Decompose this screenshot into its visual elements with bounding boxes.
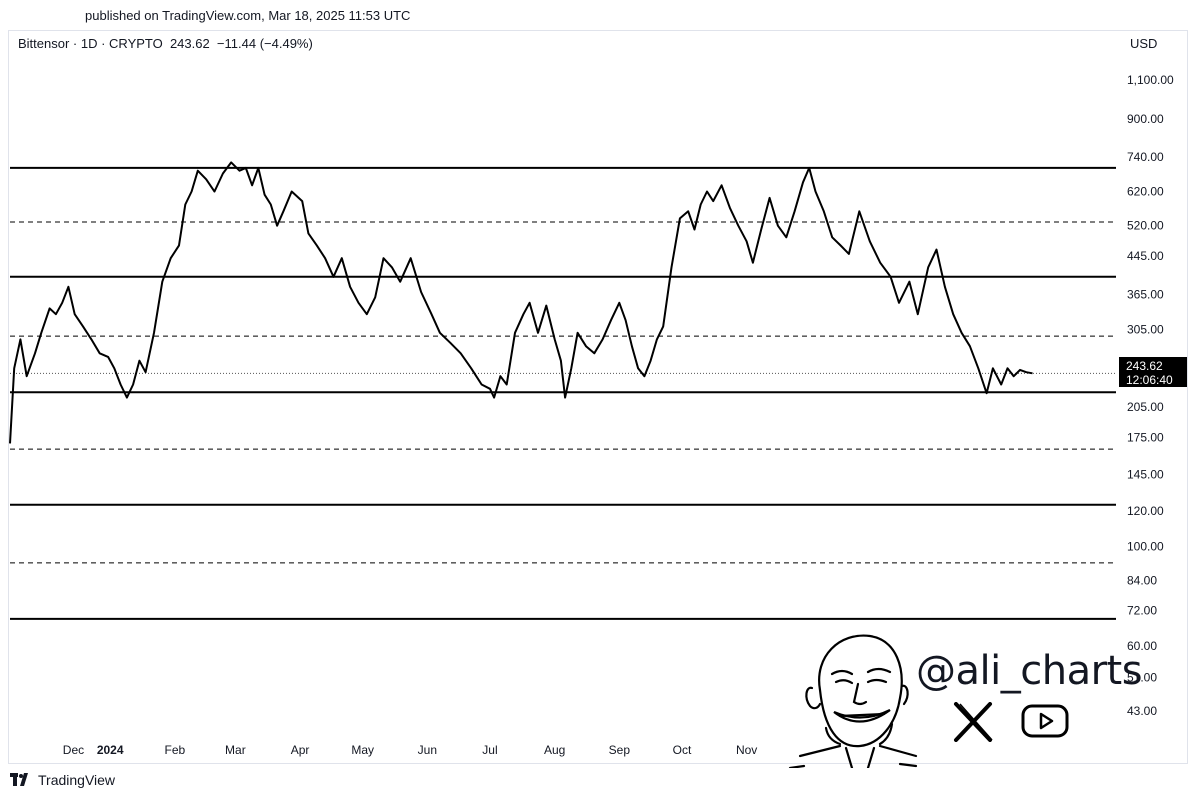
footer-brand[interactable]: TradingView [38,772,116,788]
y-tick-label: 60.00 [1127,639,1157,653]
currency-label[interactable]: USD [1130,36,1158,51]
meme-face-drawing [788,634,918,768]
y-tick-label: 365.00 [1127,288,1164,302]
y-tick-label: 205.00 [1127,400,1164,414]
price-tag-box [1119,357,1187,387]
y-tick-label: 1,100.00 [1127,73,1174,87]
footer: TradingView [10,772,115,788]
y-tick-label: 620.00 [1127,184,1164,198]
y-tick-label: 740.00 [1127,150,1164,164]
price-axis: 1,100.00 900.00 740.00 620.00 520.00 445.00 36… [1127,73,1174,718]
y-tick-label: 84.00 [1127,574,1157,588]
x-tick-label: Apr [291,743,310,757]
x-tick-label: Sep [609,743,631,757]
price-tag-countdown: 12:06:40 [1126,373,1173,387]
y-tick-label: 145.00 [1127,467,1164,481]
x-tick-label: 2024 [97,743,124,757]
price-tag-value: 243.62 [1126,359,1163,373]
x-tick-label: Aug [544,743,565,757]
price-series-line [9,161,1033,444]
x-logo-icon [954,702,993,742]
x-tick-label: Nov [736,743,757,757]
x-tick-label: Jun [418,743,437,757]
last-price-tag: 243.62 12:06:40 [1119,357,1187,387]
published-note: published on TradingView.com, Mar 18, 20… [85,8,411,23]
y-tick-label: 51.00 [1127,671,1157,685]
y-tick-label: 72.00 [1127,604,1157,618]
time-axis: Dec 2024 Feb Mar Apr May Jun Jul Aug Sep Oct Nov [63,743,758,757]
x-tick-label: Dec [63,743,84,757]
y-tick-label: 120.00 [1127,504,1164,518]
y-tick-label: 305.00 [1127,323,1164,337]
symbol-info: Bittensor · 1D · CRYPTO 243.62 −11.44 (−… [18,36,313,51]
y-tick-label: 900.00 [1127,112,1164,126]
x-tick-label: Feb [165,743,186,757]
youtube-icon [1021,704,1069,738]
x-tick-label: May [351,743,374,757]
watermark-handle: @ali_charts [916,648,1143,694]
horizontal-levels [10,166,1116,620]
tradingview-logo-icon[interactable] [10,773,32,787]
y-tick-label: 175.00 [1127,431,1164,445]
y-tick-label: 520.00 [1127,219,1164,233]
x-tick-label: Mar [225,743,246,757]
x-tick-label: Jul [482,743,497,757]
y-tick-label: 100.00 [1127,540,1164,554]
y-tick-label: 43.00 [1127,704,1157,718]
x-tick-label: Oct [673,743,692,757]
y-tick-label: 445.00 [1127,249,1164,263]
chart-frame [8,30,1188,764]
